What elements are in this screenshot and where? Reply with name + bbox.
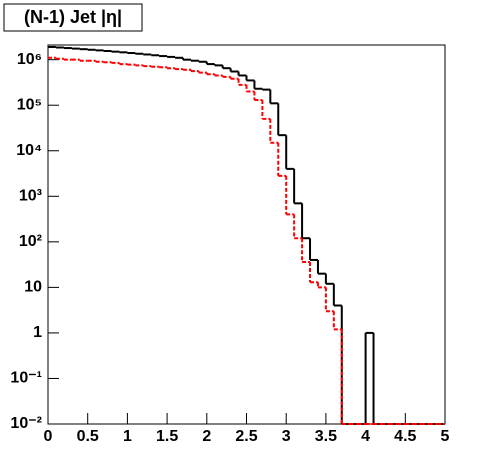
y-tick-label: 10³ — [19, 188, 42, 205]
x-tick-label: 1 — [123, 428, 132, 445]
x-tick-label: 0 — [44, 428, 53, 445]
y-tick-label: 10⁵ — [17, 96, 42, 113]
y-tick-label: 10⁻² — [10, 415, 42, 432]
chart-title: (N-1) Jet |η| — [24, 7, 122, 27]
title-box — [3, 3, 143, 32]
x-tick-label: 2 — [202, 428, 211, 445]
y-tick-label: 10⁶ — [17, 51, 42, 68]
y-tick-label: 10⁻¹ — [10, 370, 42, 387]
x-tick-label: 4.5 — [394, 428, 416, 445]
plot-frame — [47, 44, 446, 425]
x-tick-label: 5 — [441, 428, 450, 445]
y-tick-label: 10⁴ — [16, 142, 42, 159]
x-tick-label: 3 — [282, 428, 291, 445]
x-tick-label: 0.5 — [77, 428, 99, 445]
x-tick-label: 4 — [361, 428, 370, 445]
y-tick-label: 1 — [33, 324, 42, 341]
x-tick-label: 3.5 — [315, 428, 337, 445]
x-tick-label: 2.5 — [235, 428, 257, 445]
y-tick-label: 10 — [24, 279, 42, 296]
x-tick-label: 1.5 — [156, 428, 178, 445]
y-tick-label: 10² — [19, 233, 42, 250]
